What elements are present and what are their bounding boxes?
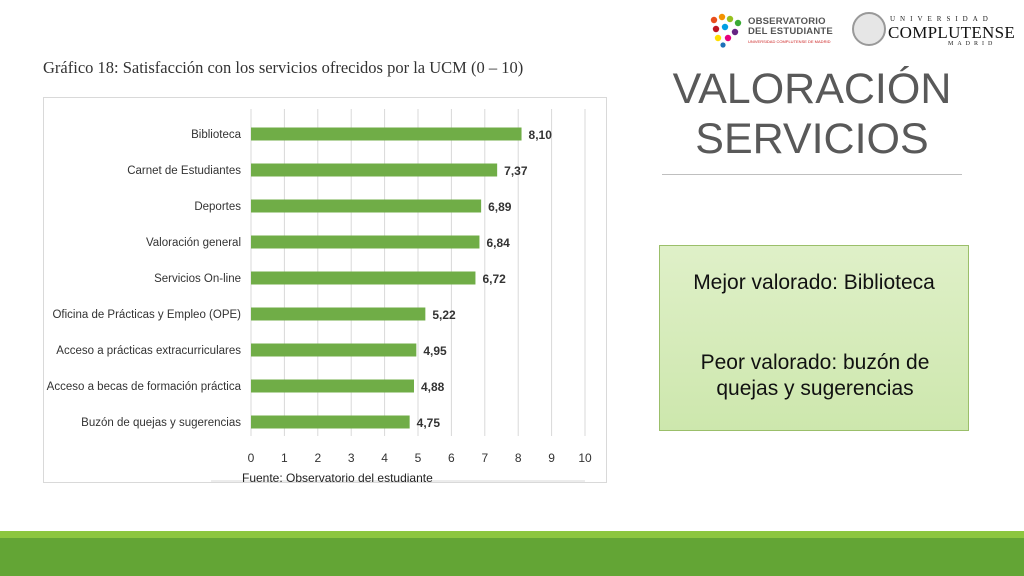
ucm-seal-icon bbox=[852, 12, 886, 46]
bar bbox=[251, 379, 414, 393]
bar bbox=[251, 307, 426, 321]
bar bbox=[251, 235, 480, 249]
ucm-logo-city: MADRID bbox=[948, 41, 997, 47]
bar bbox=[251, 199, 482, 213]
data-label: 6,84 bbox=[486, 236, 510, 250]
data-label: 4,75 bbox=[417, 416, 441, 430]
ucm-logo-top: UNIVERSIDAD bbox=[890, 15, 993, 23]
chart-title: Gráfico 18: Satisfacción con los servici… bbox=[43, 58, 524, 77]
observatorio-dots-icon bbox=[710, 13, 742, 48]
observatorio-name: OBSERVATORIO DEL ESTUDIANTE bbox=[748, 16, 833, 37]
footer-band-dark bbox=[0, 538, 1024, 576]
footer-band-light bbox=[0, 531, 1024, 538]
ucm-logo-name: COMPLUTENSE bbox=[888, 23, 1016, 42]
category-label: Acceso a prácticas extracurriculares bbox=[56, 345, 241, 357]
slide-title-line2: SERVICIOS bbox=[695, 115, 929, 163]
x-tick-label: 10 bbox=[578, 451, 592, 465]
observatorio-logo: OBSERVATORIO DEL ESTUDIANTE UNIVERSIDAD … bbox=[708, 12, 838, 48]
category-label: Biblioteca bbox=[191, 129, 241, 141]
x-tick-label: 4 bbox=[381, 451, 388, 465]
category-label: Oficina de Prácticas y Empleo (OPE) bbox=[52, 309, 241, 321]
category-label: Valoración general bbox=[146, 237, 241, 249]
bar bbox=[251, 271, 476, 285]
x-tick-label: 5 bbox=[415, 451, 422, 465]
data-label: 6,72 bbox=[482, 272, 506, 286]
observatorio-subtitle: UNIVERSIDAD COMPLUTENSE DE MADRID bbox=[748, 39, 831, 44]
slide-title: VALORACIÓN SERVICIOS bbox=[660, 64, 964, 164]
summary-callout: Mejor valorado: Biblioteca Peor valorado… bbox=[659, 245, 969, 431]
data-label: 8,10 bbox=[529, 128, 553, 142]
x-tick-label: 9 bbox=[548, 451, 555, 465]
bar bbox=[251, 163, 498, 177]
bar bbox=[251, 415, 410, 429]
slide-title-line1: VALORACIÓN bbox=[672, 65, 952, 113]
data-label: 4,95 bbox=[423, 344, 447, 358]
x-tick-label: 0 bbox=[248, 451, 255, 465]
chart-area: Biblioteca 8,10 Carnet de Estudiantes 7,37 D… bbox=[43, 97, 607, 483]
x-tick-label: 6 bbox=[448, 451, 455, 465]
x-tick-label: 8 bbox=[515, 451, 522, 465]
category-label: Acceso a becas de formación práctica bbox=[47, 381, 242, 393]
bar bbox=[251, 127, 522, 141]
category-label: Servicios On-line bbox=[154, 273, 241, 285]
category-label: Buzón de quejas y sugerencias bbox=[81, 417, 241, 429]
category-label: Carnet de Estudiantes bbox=[127, 165, 241, 177]
ucm-logo: UNIVERSIDAD COMPLUTENSE MADRID bbox=[852, 12, 1015, 52]
chart-source: Fuente: Observatorio del estudiante bbox=[242, 471, 433, 485]
data-label: 5,22 bbox=[432, 308, 456, 322]
x-tick-label: 2 bbox=[314, 451, 321, 465]
bar bbox=[251, 343, 417, 357]
x-tick-label: 1 bbox=[281, 451, 288, 465]
data-label: 4,88 bbox=[421, 380, 445, 394]
data-label: 6,89 bbox=[488, 200, 512, 214]
worst-rated-text: Peor valorado: buzón de quejas y sugeren… bbox=[700, 351, 930, 400]
best-rated-text: Mejor valorado: Biblioteca bbox=[693, 271, 935, 294]
bar-chart: Biblioteca 8,10 Carnet de Estudiantes 7,37 D… bbox=[47, 109, 592, 482]
data-label: 7,37 bbox=[504, 164, 528, 178]
x-tick-label: 7 bbox=[481, 451, 488, 465]
category-label: Deportes bbox=[194, 201, 241, 213]
title-divider bbox=[662, 174, 962, 175]
x-tick-label: 3 bbox=[348, 451, 355, 465]
